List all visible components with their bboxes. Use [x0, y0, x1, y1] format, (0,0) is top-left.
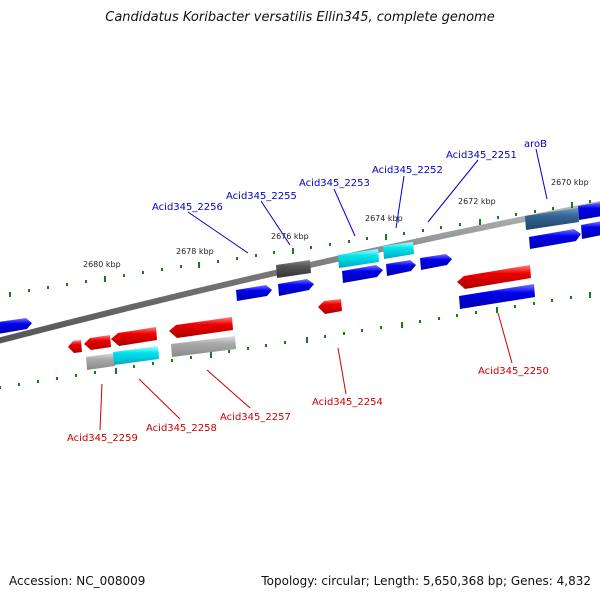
gene-arrow[interactable]	[386, 260, 416, 276]
gene-box[interactable]	[338, 249, 379, 268]
accession-text: Accession: NC_008009	[9, 574, 146, 588]
kbp-marker: 2674 kbp	[365, 214, 403, 223]
gene-box[interactable]	[113, 346, 159, 365]
gene-label-arob[interactable]: aroB	[524, 139, 547, 150]
gene-arrow[interactable]	[84, 335, 111, 350]
gene-arrow[interactable]	[68, 340, 82, 353]
gene-box[interactable]	[171, 336, 236, 357]
gene-label-acid345-2252[interactable]: Acid345_2252	[372, 165, 443, 176]
kbp-marker: 2670 kbp	[551, 178, 589, 187]
gene-arrow[interactable]	[169, 317, 233, 338]
reverse-genes	[68, 265, 535, 370]
gene-arrow[interactable]	[278, 279, 314, 296]
gene-label-acid345-2258[interactable]: Acid345_2258	[146, 423, 217, 434]
gene-label-acid345-2259[interactable]: Acid345_2259	[67, 433, 138, 444]
gene-arrow[interactable]	[342, 265, 383, 283]
gene-box[interactable]	[578, 202, 600, 220]
gene-box[interactable]	[459, 284, 535, 309]
genome-title: Candidatus Koribacter versatilis Ellin34…	[105, 10, 495, 25]
gene-label-acid345-2251[interactable]: Acid345_2251	[446, 150, 517, 161]
gene-arrow[interactable]	[0, 318, 32, 334]
gene-label-acid345-2257[interactable]: Acid345_2257	[220, 412, 291, 423]
kbp-marker: 2678 kbp	[176, 247, 214, 256]
gene-label-acid345-2250[interactable]: Acid345_2250	[478, 366, 549, 377]
kbp-marker: 2680 kbp	[83, 260, 121, 269]
forward-leaders	[187, 148, 548, 254]
gene-arrow[interactable]	[236, 285, 272, 301]
gene-label-acid345-2254[interactable]: Acid345_2254	[312, 397, 383, 408]
gene-label-acid345-2253[interactable]: Acid345_2253	[299, 178, 370, 189]
gene-arrow[interactable]	[111, 327, 157, 346]
scale-ticks-inner	[0, 292, 591, 389]
gene-box[interactable]	[581, 221, 600, 239]
kbp-marker: 2672 kbp	[458, 197, 496, 206]
reverse-leaders	[99, 312, 513, 431]
gene-arrow[interactable]	[318, 299, 342, 314]
gene-box[interactable]	[383, 242, 414, 259]
kbp-marker: 2676 kbp	[271, 232, 309, 241]
gene-arrow[interactable]	[529, 229, 581, 249]
gene-label-acid345-2255[interactable]: Acid345_2255	[226, 191, 297, 202]
gene-label-acid345-2256[interactable]: Acid345_2256	[152, 202, 223, 213]
gene-box[interactable]	[86, 353, 115, 370]
forward-genes	[0, 202, 600, 334]
gene-arrow[interactable]	[420, 254, 452, 270]
gene-arrow[interactable]	[457, 265, 531, 289]
gene-box[interactable]	[276, 260, 311, 278]
gene-box[interactable]	[525, 208, 579, 230]
scale-ticks-outer	[9, 200, 591, 297]
genome-stats-text: Topology: circular; Length: 5,650,368 bp…	[261, 574, 591, 588]
